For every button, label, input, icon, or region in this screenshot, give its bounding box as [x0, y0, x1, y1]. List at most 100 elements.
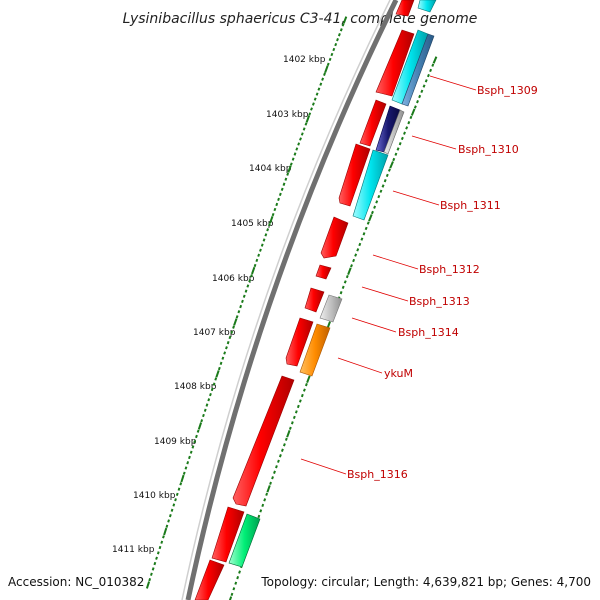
gene-label: Bsph_1310 — [458, 143, 519, 156]
minor-tick — [271, 476, 274, 480]
cds-feature — [315, 264, 332, 280]
major-tick — [368, 214, 373, 222]
minor-tick — [358, 242, 362, 247]
minor-tick — [341, 23, 345, 27]
cds-feature — [285, 317, 314, 367]
minor-tick — [277, 459, 280, 463]
cds-feature — [375, 29, 415, 97]
kbp-tick-labels: 1402 kbp 1403 kbp 1404 kbp 1405 kbp 1406… — [112, 55, 326, 555]
minor-tick — [260, 243, 264, 247]
minor-tick — [409, 115, 413, 120]
minor-tick — [174, 498, 177, 502]
minor-tick — [300, 132, 304, 136]
major-tick — [145, 581, 151, 589]
minor-tick — [323, 72, 326, 76]
minor-tick — [284, 437, 288, 441]
minor-tick — [334, 42, 338, 47]
minor-tick — [336, 38, 339, 42]
minor-tick — [310, 107, 313, 111]
major-tick — [342, 16, 348, 24]
minor-tick — [396, 147, 400, 151]
minor-tick — [257, 253, 261, 257]
minor-tick — [381, 184, 385, 188]
minor-tick — [289, 162, 293, 166]
minor-tick — [209, 392, 212, 397]
tick-label: 1408 kbp — [174, 382, 217, 392]
minor-tick — [273, 207, 277, 212]
minor-tick — [364, 226, 368, 231]
gene-label: Bsph_1312 — [419, 263, 480, 276]
major-tick — [389, 161, 394, 169]
cds-feature — [211, 506, 245, 563]
cds-feature — [319, 294, 343, 323]
cds-feature — [383, 109, 405, 155]
minor-tick — [385, 173, 389, 178]
major-tick — [286, 430, 291, 438]
minor-tick — [265, 492, 269, 496]
minor-tick — [269, 481, 272, 485]
minor-tick — [284, 177, 288, 181]
minor-tick — [328, 57, 332, 62]
minor-tick — [195, 434, 198, 439]
cds-feature — [299, 323, 331, 377]
minor-tick — [332, 47, 336, 52]
minor-tick — [244, 289, 248, 293]
minor-tick — [156, 551, 160, 555]
major-tick — [197, 422, 203, 430]
gene-label: ykuM — [384, 367, 413, 380]
gene-label: Bsph_1314 — [398, 326, 459, 339]
minor-tick — [150, 572, 153, 576]
minor-tick — [237, 310, 241, 314]
minor-tick — [241, 299, 244, 304]
minor-tick — [217, 366, 221, 371]
minor-tick — [177, 487, 181, 491]
minor-tick — [153, 561, 157, 566]
minor-tick — [162, 535, 165, 539]
minor-tick — [263, 498, 267, 502]
minor-tick — [278, 192, 282, 197]
cds-feature — [417, 0, 437, 13]
minor-tick — [293, 152, 297, 156]
minor-tick — [191, 445, 195, 449]
minor-tick — [426, 73, 430, 78]
cds-feature — [194, 559, 225, 600]
minor-tick — [179, 482, 183, 486]
minor-tick — [431, 63, 435, 67]
cds-feature — [228, 513, 261, 568]
minor-tick — [148, 578, 152, 582]
cds-feature — [395, 0, 415, 17]
tick-label: 1403 kbp — [266, 110, 309, 120]
gene-label: Bsph_1309 — [477, 84, 538, 97]
minor-tick — [167, 519, 170, 523]
minor-tick — [315, 92, 319, 96]
minor-tick — [186, 461, 190, 465]
minor-tick — [398, 142, 402, 146]
minor-tick — [400, 136, 404, 141]
major-tick — [180, 474, 185, 483]
minor-tick — [418, 94, 422, 99]
minor-tick — [280, 448, 284, 452]
minor-tick — [291, 157, 295, 161]
minor-tick — [377, 194, 381, 199]
minor-tick — [292, 415, 296, 420]
minor-tick — [250, 274, 253, 278]
minor-tick — [202, 413, 205, 418]
minor-tick — [337, 33, 341, 37]
minor-tick — [230, 592, 234, 597]
minor-tick — [271, 212, 275, 217]
major-tick — [305, 115, 311, 123]
tick-label: 1407 kbp — [193, 328, 236, 338]
minor-tick — [189, 450, 193, 454]
minor-tick — [259, 248, 262, 252]
minor-tick — [319, 82, 323, 86]
minor-tick — [394, 152, 398, 156]
minor-tick — [362, 232, 366, 236]
minor-tick — [407, 121, 411, 125]
minor-tick — [295, 147, 299, 151]
minor-tick — [383, 179, 387, 183]
minor-tick — [155, 556, 158, 560]
minor-tick — [168, 513, 172, 518]
minor-tick — [188, 455, 191, 460]
gene-label: Bsph_1316 — [347, 468, 408, 481]
